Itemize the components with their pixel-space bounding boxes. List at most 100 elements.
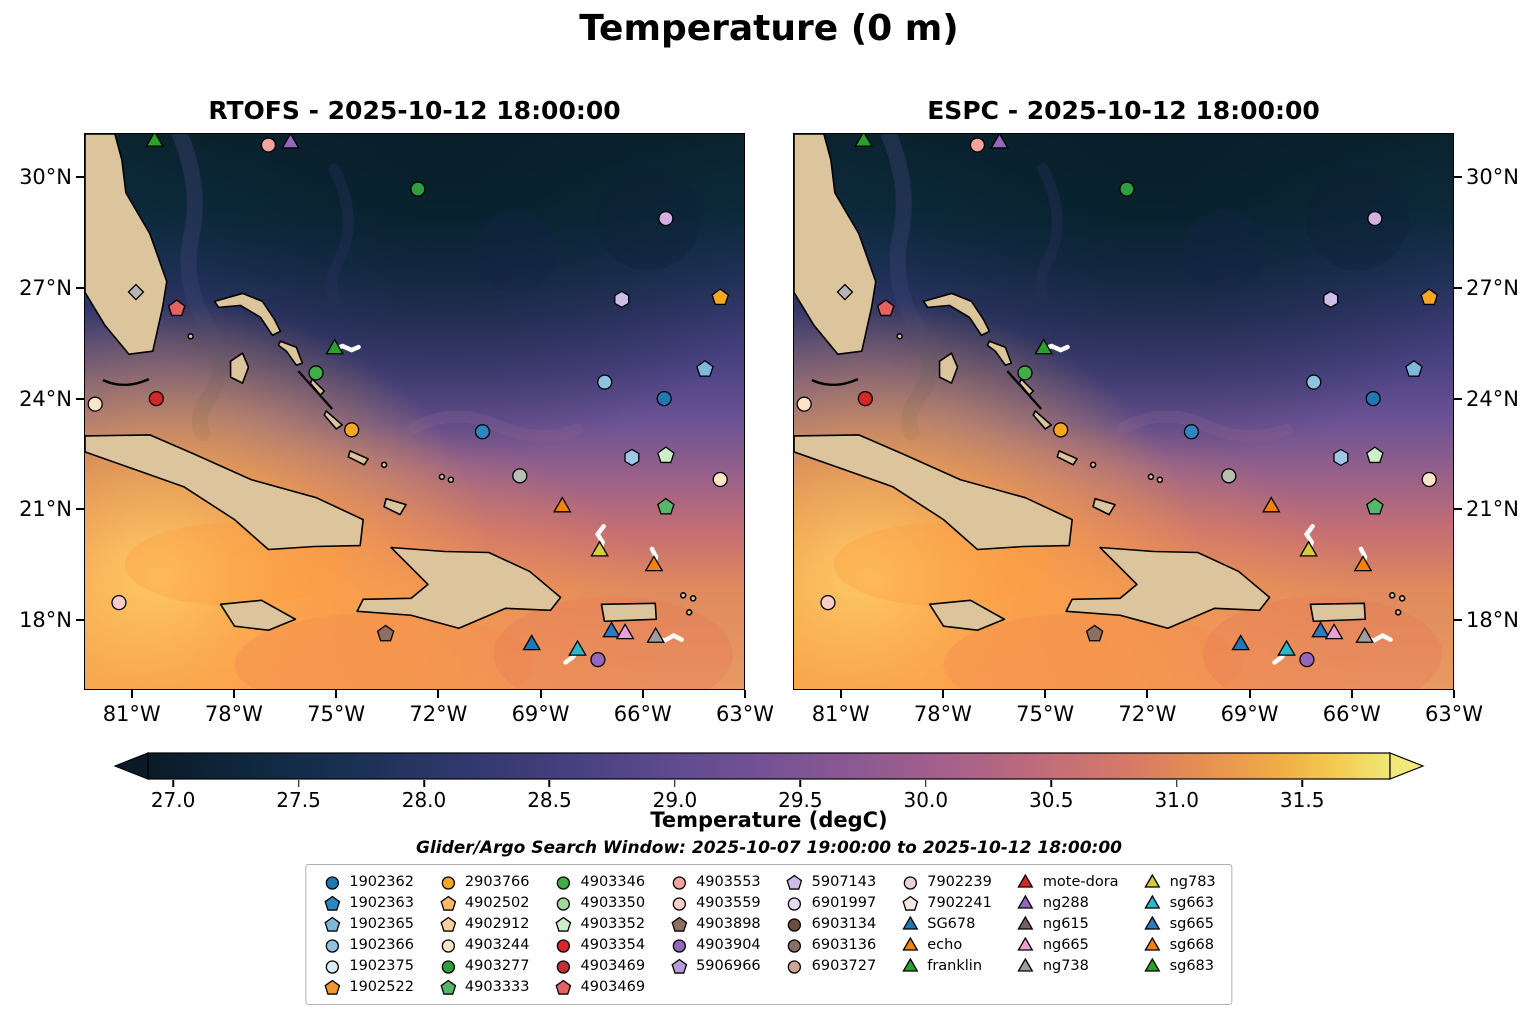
great-inagua-island — [383, 497, 407, 516]
legend-label: 6901997 — [811, 895, 877, 911]
cuba-landmass — [85, 434, 364, 551]
jamaica-landmass — [928, 599, 1006, 632]
cuba-landmass — [794, 434, 1073, 551]
hispaniola-landmass — [1065, 546, 1271, 630]
circle-marker-icon — [441, 959, 455, 974]
cat-island — [309, 378, 326, 396]
circle-marker-icon — [788, 938, 802, 953]
sg668-marker — [644, 555, 664, 572]
platform-marker — [1421, 471, 1437, 488]
triangle-marker-icon — [1017, 873, 1034, 888]
triangle-marker-icon — [1017, 957, 1034, 972]
ng783-marker — [1299, 540, 1318, 557]
sg665-marker — [602, 621, 621, 638]
legend-entry-1902363: 1902363 — [322, 894, 414, 912]
legend-label: 2903766 — [464, 874, 530, 890]
colorbar-tick-30.0: 30.0 — [903, 788, 949, 812]
platform-marker — [857, 391, 873, 407]
platform-marker — [656, 391, 672, 407]
platform-marker — [1366, 497, 1384, 515]
legend-entry-sg683: sg683 — [1143, 957, 1216, 975]
colorbar-gradient — [113, 752, 1425, 780]
circle-marker-icon — [672, 896, 686, 911]
mayaguana-island — [380, 461, 388, 469]
platform-marker — [657, 446, 675, 464]
platform-marker — [657, 497, 675, 515]
panel-rtofs: RTOFS - 2025-10-12 18:00:00 81°W 78°W 75°W… — [19, 96, 774, 726]
platform-marker — [796, 396, 812, 412]
x-tick-69°W: 69°W — [1220, 702, 1279, 726]
legend-label: 4903350 — [580, 895, 646, 911]
triangle-marker-icon — [1144, 915, 1161, 930]
triangle-marker-icon — [1144, 957, 1161, 972]
grand-bahama-abaco — [922, 292, 991, 337]
platform-marker — [127, 283, 145, 301]
colorbar-tick-28.5: 28.5 — [527, 788, 572, 812]
colorbar: 27.0 27.5 28.0 28.5 29.0 29.5 30.0 30.5 31.0 31.5 — [113, 752, 1425, 812]
jamaica-landmass — [219, 599, 297, 632]
legend-entry-sg665: sg665 — [1143, 915, 1216, 933]
colorbar-tick-30.5: 30.5 — [1029, 788, 1074, 812]
legend-label: franklin — [927, 958, 983, 974]
platform-marker — [1306, 374, 1322, 390]
legend-label: 6903136 — [811, 937, 877, 953]
pentagon-marker-icon — [671, 916, 687, 932]
great-inagua-island — [1092, 497, 1116, 516]
legend-entry-6903727: 6903727 — [785, 957, 876, 975]
virgin-island-1 — [1388, 592, 1396, 599]
circle-marker-icon — [325, 938, 339, 953]
legend-label: 4903346 — [580, 874, 646, 890]
colorbar-tick-27.5: 27.5 — [276, 788, 321, 812]
circle-marker-icon — [325, 959, 339, 974]
legend-entry-4902502: 4902502 — [438, 894, 530, 912]
circle-marker-icon — [441, 875, 455, 890]
search-window-subtitle: Glider/Argo Search Window: 2025-10-07 19… — [416, 838, 1122, 858]
circle-marker-icon — [556, 959, 571, 974]
x-tick-66°W: 66°W — [1322, 702, 1381, 726]
platform-marker — [87, 396, 103, 412]
platform-marker — [1119, 181, 1135, 197]
platform-marker — [614, 290, 630, 309]
y-tick-24°N: 24°N — [19, 386, 72, 411]
platform-marker — [711, 288, 730, 306]
y-tick-27°N: 27°N — [1466, 275, 1519, 300]
puerto-rico-landmass — [1309, 602, 1367, 623]
puerto-rico-landmass — [600, 602, 658, 623]
legend-entry-1902522: 1902522 — [322, 978, 414, 996]
map-rtofs — [84, 133, 745, 690]
x-tick-78°W: 78°W — [913, 702, 972, 726]
legend-label: sg668 — [1169, 937, 1215, 953]
legend-label: 1902362 — [349, 874, 414, 890]
platform-marker — [1420, 288, 1439, 306]
platform-marker — [1053, 422, 1069, 438]
legend-entry-4903469: 4903469 — [554, 957, 645, 975]
platform-marker — [969, 137, 986, 153]
legend-entry-4903898: 4903898 — [669, 915, 761, 933]
platform-marker — [836, 283, 854, 301]
pentagon-marker-icon — [440, 979, 456, 995]
legend-label: 1902375 — [349, 958, 414, 974]
virgin-island-1 — [679, 592, 687, 599]
circle-marker-icon — [556, 896, 571, 911]
eleuthera-island — [277, 340, 304, 366]
legend-entry-4903333: 4903333 — [438, 978, 530, 996]
pentagon-marker-icon — [440, 895, 456, 911]
legend-entry-4903553: 4903553 — [669, 873, 761, 891]
pentagon-marker-icon — [555, 979, 572, 995]
eleuthera-island — [986, 340, 1013, 366]
legend-entry-1902375: 1902375 — [322, 957, 414, 975]
triangle-marker-icon — [1144, 894, 1161, 909]
y-tick-24°N: 24°N — [1466, 386, 1519, 411]
florida-keys — [102, 378, 150, 387]
legend-label: 1902366 — [349, 937, 414, 953]
platform-marker — [658, 210, 674, 227]
x-tick-75°W: 75°W — [1016, 702, 1075, 726]
legend-entry-4903352: 4903352 — [554, 915, 645, 933]
legend-entry-6903136: 6903136 — [785, 936, 877, 954]
platform-marker — [376, 624, 395, 642]
platform-marker — [876, 299, 895, 317]
legend-entry-ng665: ng665 — [1016, 936, 1119, 954]
platform-marker — [590, 651, 606, 668]
pentagon-marker-icon — [324, 916, 341, 932]
sg663-marker — [1277, 639, 1296, 656]
